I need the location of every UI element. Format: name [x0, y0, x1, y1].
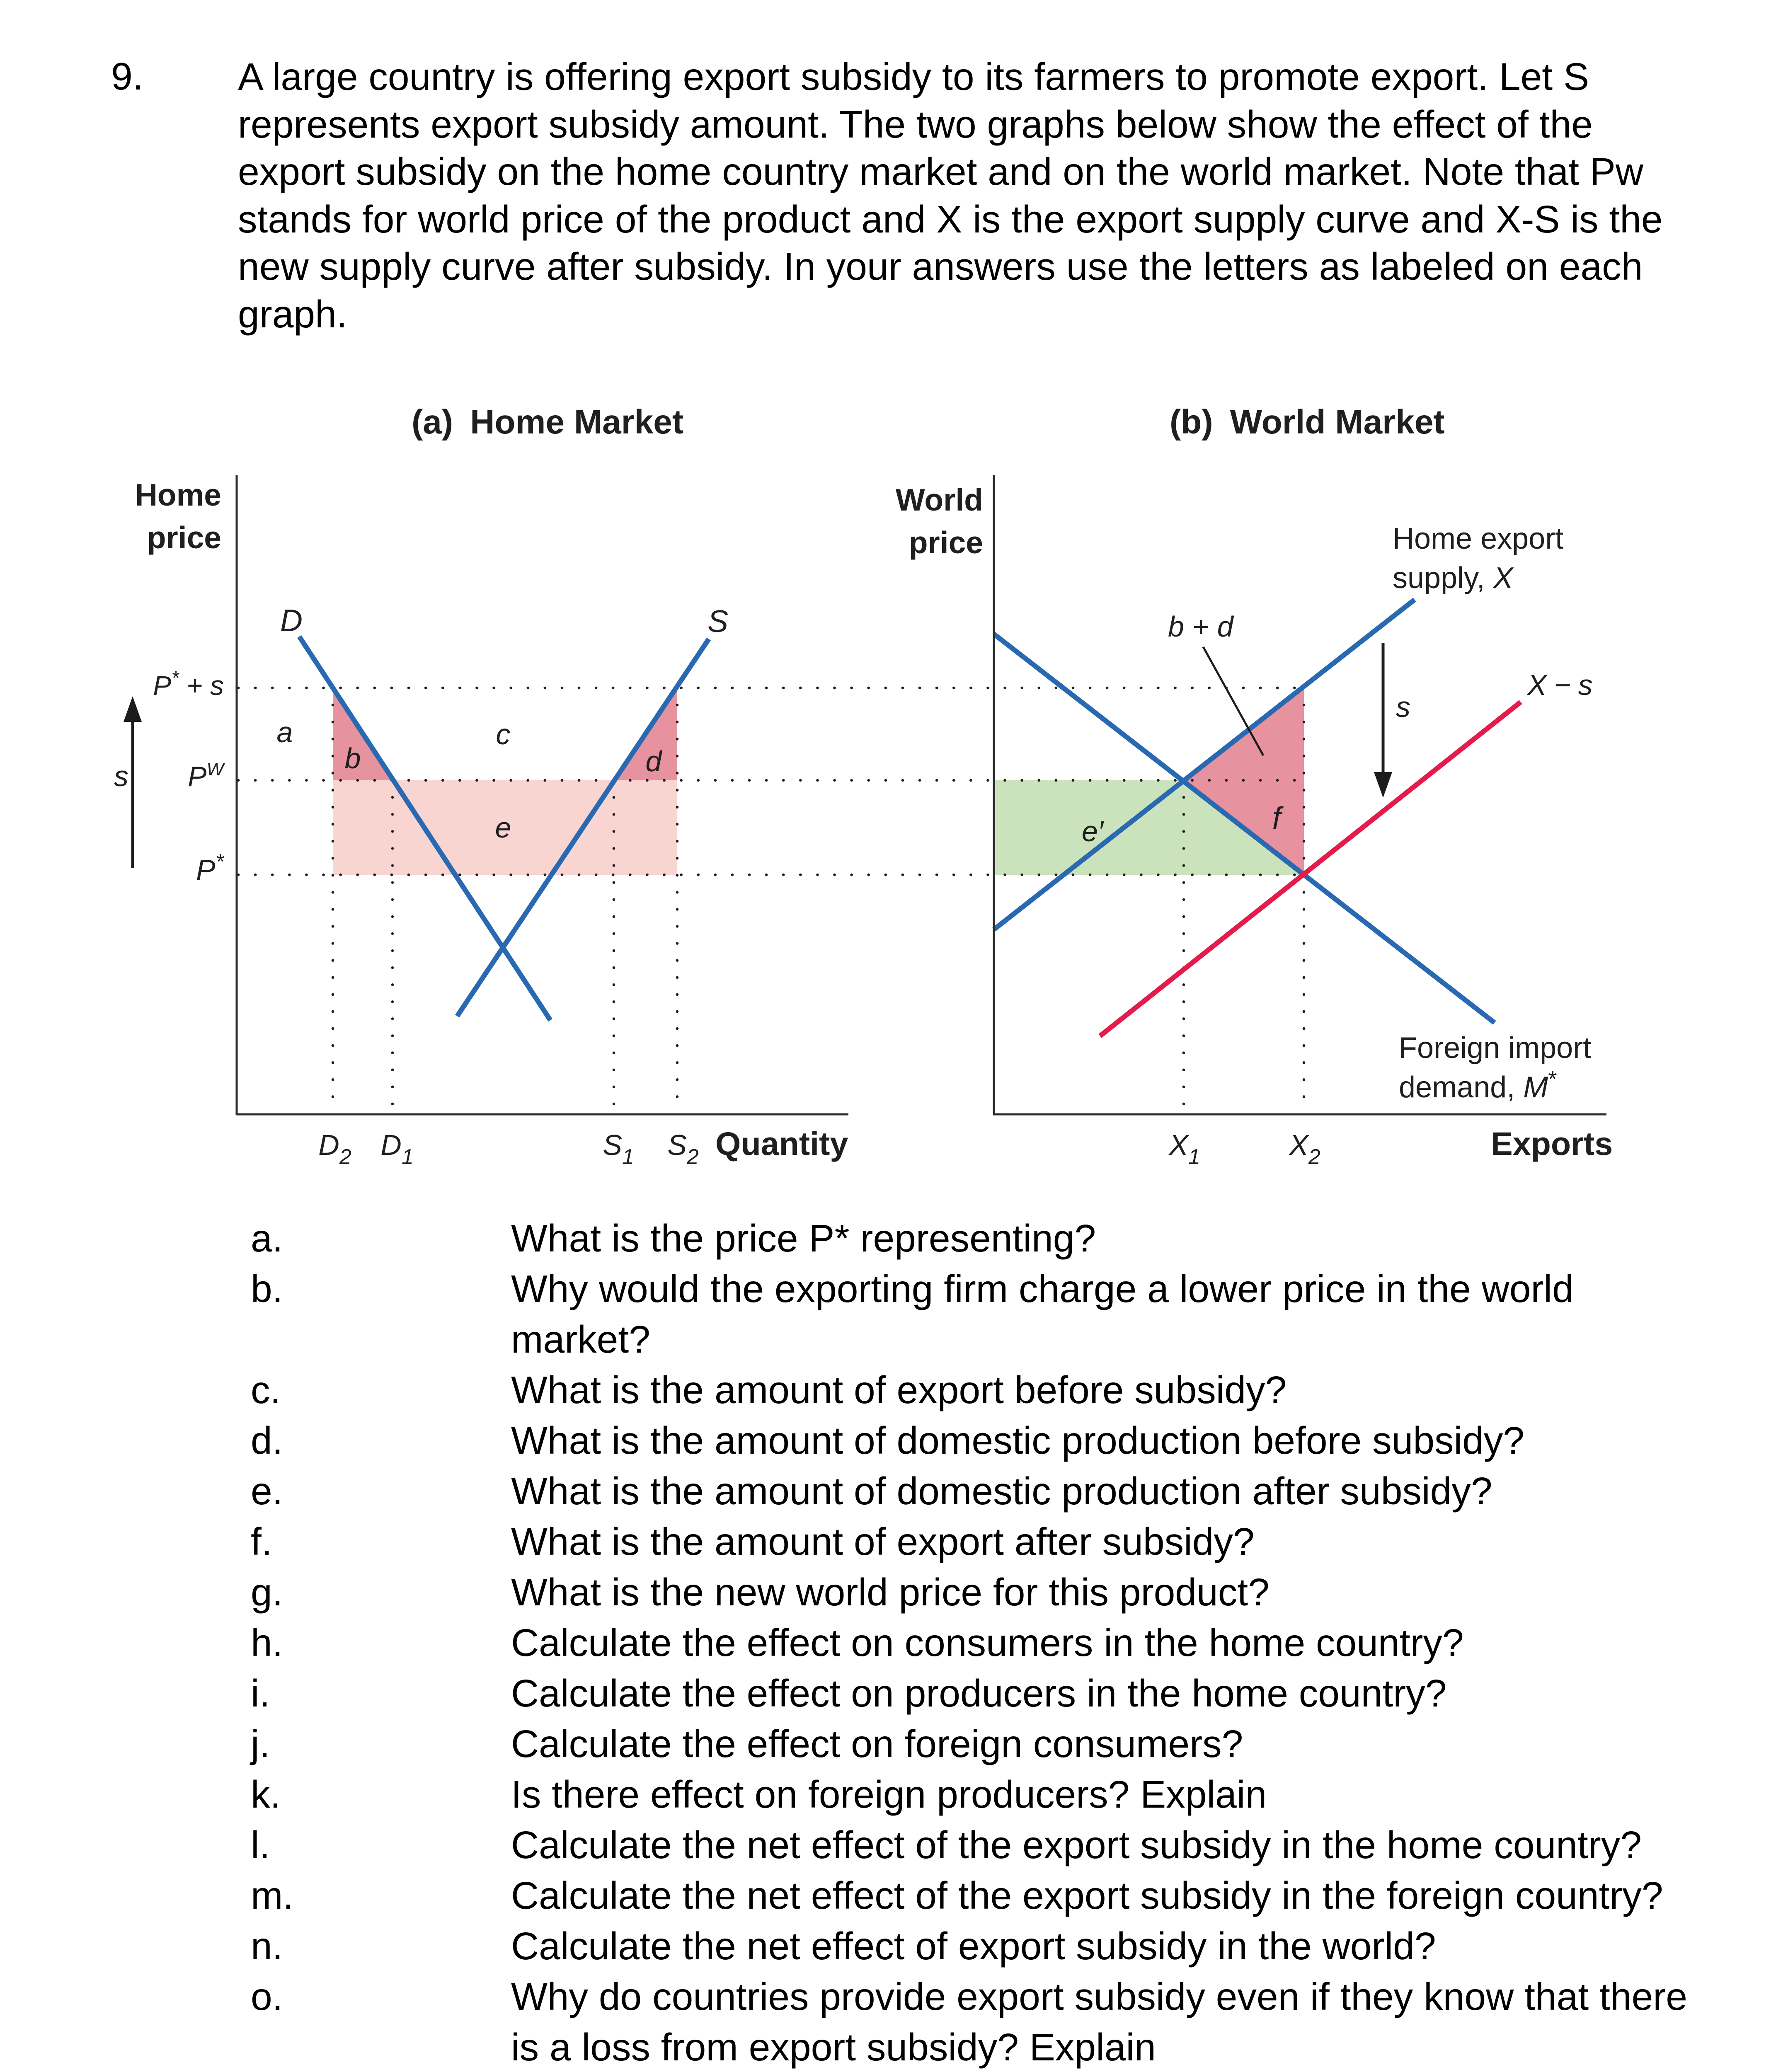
- svg-text:supply, X: supply, X: [1393, 562, 1514, 595]
- svg-text:P* + s: P* + s: [153, 667, 224, 701]
- svg-text:e: e: [495, 811, 511, 844]
- svg-text:(b) World Market: (b) World Market: [1170, 403, 1445, 441]
- svg-text:World: World: [896, 482, 983, 517]
- svg-text:demand, M*: demand, M*: [1399, 1066, 1557, 1104]
- svg-text:D1: D1: [380, 1129, 413, 1169]
- svg-text:P*: P*: [196, 850, 225, 886]
- svg-text:s: s: [114, 760, 128, 792]
- svg-text:S: S: [707, 604, 728, 639]
- svg-text:price: price: [147, 520, 221, 555]
- svg-text:b + d: b + d: [1168, 610, 1234, 643]
- svg-text:c: c: [496, 718, 511, 750]
- svg-text:Foreign import: Foreign import: [1399, 1031, 1591, 1065]
- svg-text:d: d: [646, 745, 663, 777]
- svg-text:X − s: X − s: [1526, 669, 1593, 701]
- svg-text:Home export: Home export: [1393, 522, 1563, 555]
- svg-text:D: D: [280, 603, 303, 638]
- svg-text:Exports: Exports: [1491, 1125, 1613, 1162]
- svg-text:Quantity: Quantity: [715, 1125, 848, 1162]
- svg-text:e′: e′: [1082, 815, 1105, 847]
- svg-text:X2: X2: [1288, 1129, 1320, 1169]
- svg-text:Home: Home: [135, 477, 221, 512]
- svg-text:PW: PW: [188, 759, 225, 792]
- svg-text:(a) Home Market: (a) Home Market: [412, 403, 683, 441]
- svg-text:b: b: [345, 742, 361, 775]
- svg-text:S2: S2: [667, 1129, 699, 1169]
- svg-text:X1: X1: [1168, 1129, 1200, 1169]
- svg-text:s: s: [1396, 691, 1410, 723]
- svg-text:D2: D2: [318, 1129, 351, 1169]
- svg-text:S1: S1: [603, 1129, 634, 1169]
- svg-text:price: price: [909, 525, 983, 560]
- svg-text:a: a: [277, 716, 293, 748]
